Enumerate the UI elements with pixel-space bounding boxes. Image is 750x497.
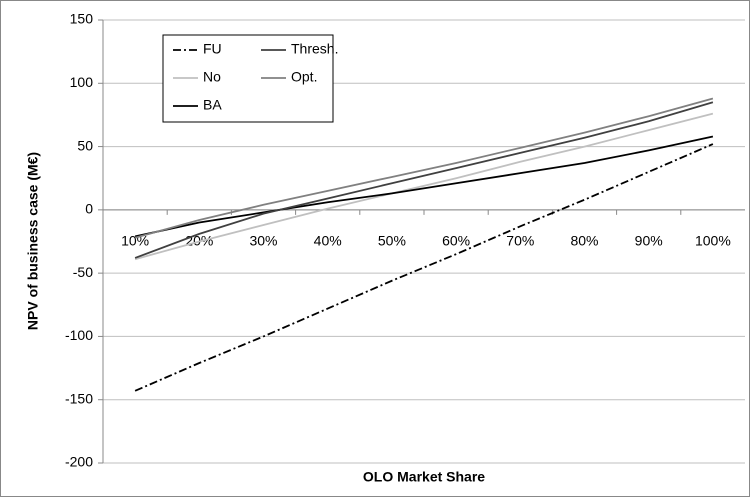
y-tick-label: 0 xyxy=(85,201,93,217)
legend-label: No xyxy=(203,69,221,85)
series-line xyxy=(134,97,714,239)
x-tick-label: 80% xyxy=(570,233,598,249)
legend-label: Thresh. xyxy=(291,41,338,57)
x-tick-label: 50% xyxy=(378,233,406,249)
legend-label: FU xyxy=(203,41,222,57)
series-line xyxy=(134,101,714,259)
x-tick-label: 70% xyxy=(506,233,534,249)
x-tick-label: 100% xyxy=(695,233,731,249)
y-tick-label: -150 xyxy=(65,390,93,406)
y-tick-label: -50 xyxy=(73,264,93,280)
legend-label: BA xyxy=(203,97,222,113)
y-tick-label: 100 xyxy=(70,74,94,90)
y-tick-label: 150 xyxy=(70,11,94,27)
series-line xyxy=(134,135,714,238)
y-tick-label: 50 xyxy=(77,137,93,153)
x-tick-label: 30% xyxy=(249,233,277,249)
legend-label: Opt. xyxy=(291,69,317,85)
y-tick-label: -100 xyxy=(65,327,93,343)
x-tick-label: 60% xyxy=(442,233,470,249)
series-line xyxy=(134,143,714,392)
y-tick-label: -200 xyxy=(65,454,93,470)
series-line xyxy=(134,112,714,261)
x-axis-label: OLO Market Share xyxy=(363,469,485,485)
x-tick-label: 90% xyxy=(635,233,663,249)
x-tick-label: 20% xyxy=(185,233,213,249)
x-tick-label: 40% xyxy=(314,233,342,249)
y-axis-label: NPV of business case (M€) xyxy=(25,152,41,330)
